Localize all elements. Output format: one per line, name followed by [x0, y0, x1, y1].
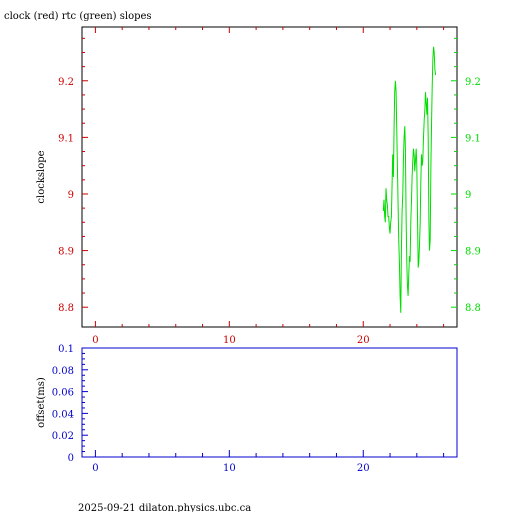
footer-text: 2025-09-21 dilaton.physics.ubc.ca [78, 503, 251, 512]
offset-x-tick-label: 20 [357, 463, 370, 474]
right-y-tick-label: 9.1 [465, 133, 481, 144]
left-y-tick-label: 8.8 [58, 303, 74, 314]
x-tick-label: 10 [223, 335, 236, 346]
offset-panel: 0 10 20 0 0.02 0.04 0.06 0.08 0.1 offset(ms) [36, 344, 458, 474]
offset-y-tick-label: 0 [68, 453, 74, 464]
offset-y-tick-label: 0.1 [58, 344, 74, 355]
left-y-tick-label: 9.1 [58, 133, 74, 144]
offset-y-tick-label: 0.06 [52, 388, 74, 399]
x-tick-label: 20 [357, 335, 370, 346]
offset-x-tick-label: 10 [223, 463, 236, 474]
y-axis-label: clockslope [36, 150, 47, 203]
slopes-panel: 0 10 20 8.8 8.9 9 9.1 9.2 8.8 8.9 9 9.1 9.2 clockslop… [36, 26, 481, 346]
right-y-tick-label: 8.8 [465, 303, 481, 314]
offset-y-tick-label: 0.04 [52, 409, 74, 420]
right-y-tick-label: 9 [465, 190, 471, 201]
right-y-tick-label: 8.9 [465, 247, 481, 258]
chart-title: clock (red) rtc (green) slopes [4, 11, 152, 22]
left-y-tick-label: 9.2 [58, 77, 74, 88]
right-y-tick-label: 9.2 [465, 77, 481, 88]
offset-y-axis-label: offset(ms) [36, 377, 47, 428]
offset-plot-frame [81, 347, 458, 458]
left-y-tick-label: 8.9 [58, 247, 74, 258]
offset-y-tick-label: 0.02 [52, 431, 74, 442]
offset-y-tick-label: 0.08 [52, 366, 74, 377]
x-tick-label: 0 [92, 335, 98, 346]
series-line-rtc [382, 46, 437, 313]
plot-frame [81, 26, 458, 328]
left-y-tick-label: 9 [68, 190, 74, 201]
offset-x-tick-label: 0 [92, 463, 98, 474]
